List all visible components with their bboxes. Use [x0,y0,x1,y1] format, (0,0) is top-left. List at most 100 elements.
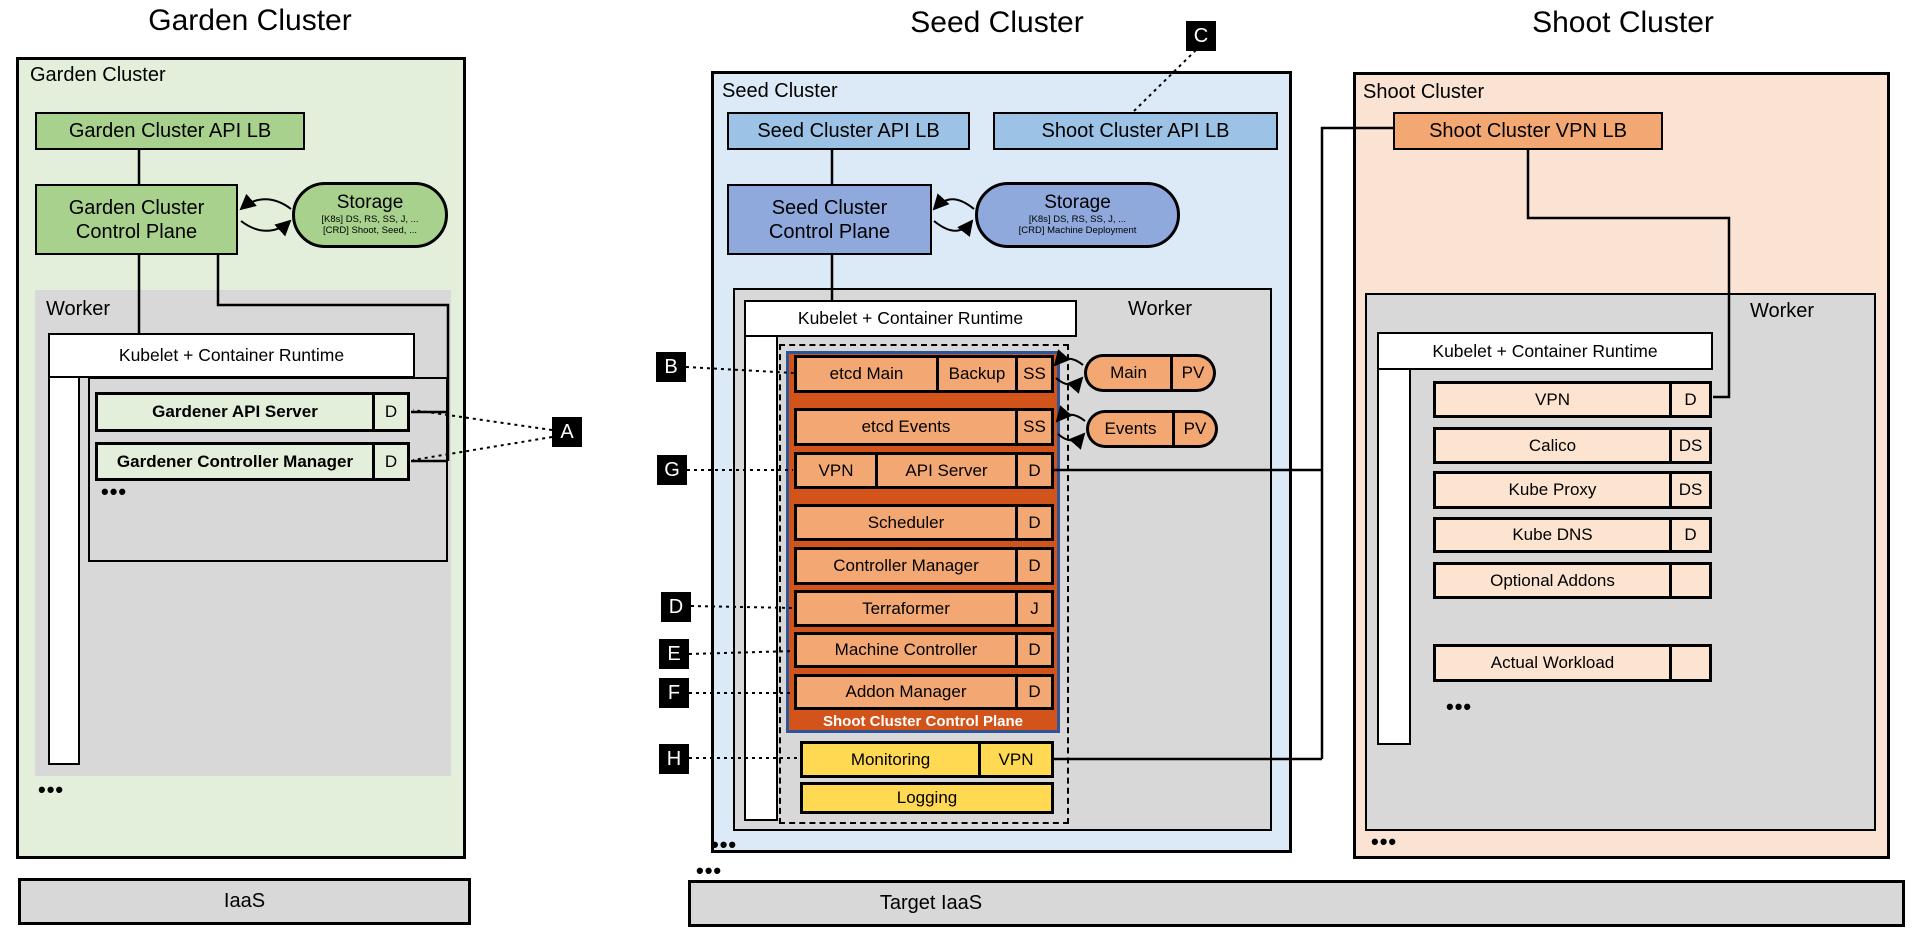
shoot-cluster-title: Shoot Cluster [1532,6,1714,39]
controller-manager-row: Controller Manager D [794,547,1054,585]
addon-manager-tag: D [1018,677,1051,707]
shoot-vpn-label: VPN [1436,384,1669,415]
logging-label: Logging [803,785,1051,811]
seed-cluster-box-label: Seed Cluster [722,80,838,102]
seed-control-plane-line2: Control Plane [768,220,891,243]
etcd-events-tag: SS [1018,411,1051,443]
optional-addons-row: Optional Addons [1433,562,1712,599]
shoot-kubelet-bar: Kubelet + Container Runtime [1377,332,1713,370]
garden-cluster-box-label: Garden Cluster [30,64,166,86]
seed-namespace-dashed-box [779,344,1069,824]
controller-manager-label: Controller Manager [797,550,1015,582]
seed-control-plane-line1: Seed Cluster [771,196,888,219]
gardener-controller-manager-label: Gardener Controller Manager [98,445,372,478]
shoot-pods-ellipsis: ••• [1446,694,1473,719]
seed-clusters-ellipsis: ••• [696,858,723,883]
seed-storage: Storage [K8s] DS, RS, SS, J, ... [CRD] M… [975,182,1180,248]
badge-e: E [659,639,689,669]
seed-cluster-title: Seed Cluster [910,6,1084,39]
garden-control-plane-line1: Garden Cluster [68,196,205,219]
scheduler-row: Scheduler D [794,504,1054,541]
actual-workload-tag [1672,647,1709,679]
badge-d: D [661,592,691,622]
garden-nodes-ellipsis: ••• [38,777,65,802]
seed-storage-line2: [CRD] Machine Deployment [1018,225,1137,237]
seed-control-plane: Seed Cluster Control Plane [727,184,932,255]
gardener-controller-manager-tag: D [375,445,407,478]
calico-tag: DS [1672,430,1709,461]
gardener-api-server-tag: D [375,395,407,429]
seed-kubelet-bar: Kubelet + Container Runtime [744,300,1077,337]
garden-storage: Storage [K8s] DS, RS, SS, J, ... [CRD] S… [292,182,448,248]
optional-addons-label: Optional Addons [1436,565,1669,596]
etcd-main-label: etcd Main [797,358,936,390]
actual-workload-label: Actual Workload [1436,647,1669,679]
machine-controller-row: Machine Controller D [794,632,1054,668]
garden-storage-line1: [K8s] DS, RS, SS, J, ... [321,213,419,225]
vpn-label: VPN [797,455,875,486]
garden-iaas-bar: IaaS [18,878,471,925]
etcd-main-row: etcd Main Backup SS [794,355,1054,393]
target-iaas-label: Target IaaS [879,892,983,914]
kube-dns-label: Kube DNS [1436,520,1669,550]
events-pv-label: Events [1089,413,1172,445]
terraformer-label: Terraformer [797,593,1015,624]
badge-a: A [552,417,582,447]
main-pv-pill: Main PV [1084,354,1216,392]
badge-f: F [659,678,689,708]
seed-storage-title: Storage [1044,191,1111,213]
machine-controller-tag: D [1018,635,1051,665]
monitoring-row: Monitoring VPN [800,741,1054,778]
etcd-events-row: etcd Events SS [794,408,1054,446]
main-pv-label: Main [1087,357,1170,389]
addon-manager-label: Addon Manager [797,677,1015,707]
calico-label: Calico [1436,430,1669,461]
monitoring-vpn-tag: VPN [981,744,1051,775]
controller-manager-tag: D [1018,550,1051,582]
seed-api-lb: Seed Cluster API LB [727,112,970,150]
machine-controller-label: Machine Controller [797,635,1015,665]
gardener-api-server-label: Gardener API Server [98,395,372,429]
garden-worker-label: Worker [46,298,111,320]
etcd-main-backup-label: Backup [939,358,1015,390]
shoot-nodes-ellipsis: ••• [1371,829,1398,854]
optional-addons-tag [1672,565,1709,596]
shoot-vpn-tag: D [1672,384,1709,415]
scheduler-tag: D [1018,507,1051,538]
kube-dns-tag: D [1672,520,1709,550]
shoot-vpn-row: VPN D [1433,381,1712,418]
logging-row: Logging [800,782,1054,814]
garden-control-plane-line2: Control Plane [75,220,198,243]
kube-dns-row: Kube DNS D [1433,517,1712,553]
kube-proxy-tag: DS [1672,474,1709,506]
garden-storage-line2: [CRD] Shoot, Seed, ... [323,225,417,237]
monitoring-label: Monitoring [803,744,978,775]
events-pv-pill: Events PV [1086,410,1218,448]
shoot-kubelet-strip [1377,332,1411,745]
shoot-control-plane-footer: Shoot Cluster Control Plane [822,712,1023,730]
badge-g: G [657,455,687,485]
calico-row: Calico DS [1433,427,1712,464]
vpn-api-server-row: VPN API Server D [794,452,1054,489]
terraformer-row: Terraformer J [794,590,1054,627]
garden-kubelet-strip [48,333,80,765]
actual-workload-row: Actual Workload [1433,644,1712,682]
badge-b: B [656,352,686,382]
scheduler-label: Scheduler [797,507,1015,538]
garden-control-plane: Garden Cluster Control Plane [35,184,238,255]
seed-worker-label: Worker [1128,298,1193,320]
etcd-main-tag: SS [1018,358,1051,390]
seed-shoot-api-lb: Shoot Cluster API LB [993,112,1278,150]
garden-storage-title: Storage [336,191,404,213]
garden-pods-ellipsis: ••• [101,479,128,504]
addon-manager-row: Addon Manager D [794,674,1054,710]
badge-h: H [659,744,689,774]
kube-proxy-row: Kube Proxy DS [1433,471,1712,509]
shoot-cluster-box-label: Shoot Cluster [1363,81,1485,103]
garden-cluster-title: Garden Cluster [148,4,352,37]
vpn-api-server-tag: D [1018,455,1051,486]
garden-kubelet-bar: Kubelet + Container Runtime [48,333,415,378]
kube-proxy-label: Kube Proxy [1436,474,1669,506]
shoot-worker-label: Worker [1750,300,1815,322]
